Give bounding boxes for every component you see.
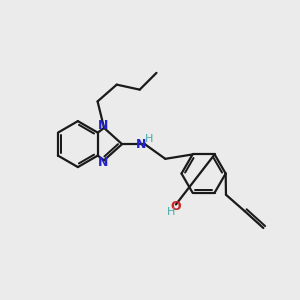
Text: N: N [98,119,108,132]
Text: H: H [145,134,153,144]
Text: N: N [98,156,108,169]
Text: O: O [171,200,181,213]
Text: H: H [167,207,175,217]
Text: N: N [136,138,146,151]
